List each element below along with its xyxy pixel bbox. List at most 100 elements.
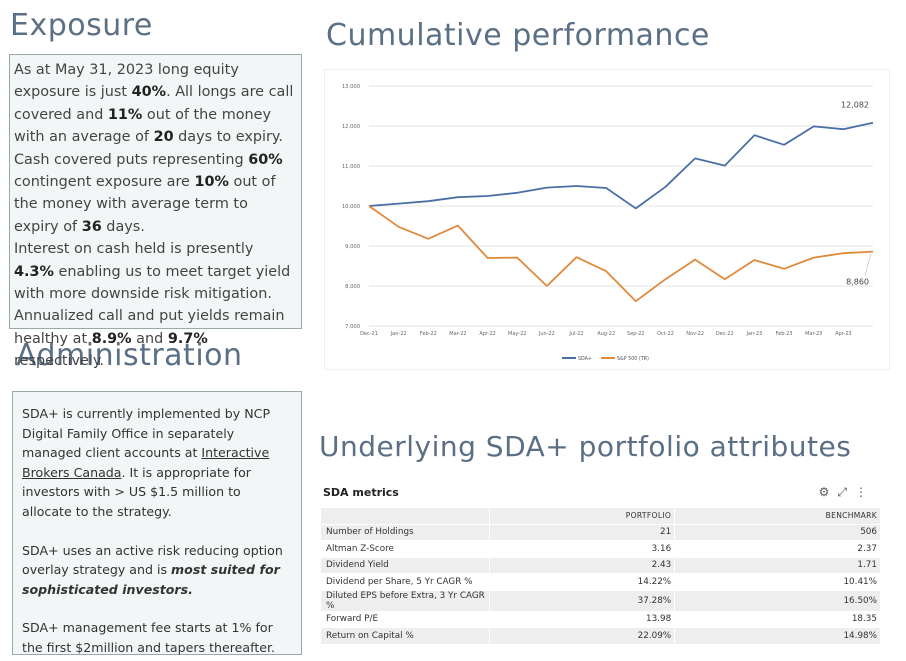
x-tick-label: Jul-22 (568, 331, 583, 337)
metric-portfolio-value: 2.43 (490, 557, 675, 573)
metric-benchmark-value: 2.37 (675, 541, 880, 557)
y-tick-label: 12,000 (342, 124, 360, 130)
exposure-value: 9.7% (167, 330, 208, 347)
x-tick-label: Dec-22 (716, 331, 734, 337)
metrics-header-row: PORTFOLIO BENCHMARK (321, 508, 880, 524)
metric-portfolio-value: 22.09% (490, 628, 675, 644)
cumulative-performance-heading: Cumulative performance (326, 18, 710, 53)
metric-benchmark-value: 506 (675, 524, 880, 540)
legend-label: S&P 500 (TR) (617, 356, 649, 362)
administration-heading: Administration (16, 338, 243, 373)
exposure-text: out of the money with average term to ex… (14, 174, 276, 235)
admin-text: SDA+ management fee starts at 1% for the… (22, 620, 276, 655)
admin-paragraph: SDA+ management fee starts at 1% for the… (22, 618, 293, 657)
table-row: Number of Holdings 21 506 (321, 524, 880, 540)
exposure-value: 40% (131, 84, 167, 101)
admin-emphasis: most suited for sophisticated investors. (22, 562, 280, 597)
x-tick-label: Mar-23 (805, 331, 822, 337)
metric-label: Diluted EPS before Extra, 3 Yr CAGR % (321, 590, 489, 611)
x-tick-label: Jan-23 (745, 331, 762, 337)
gear-icon[interactable]: ⚙ (818, 485, 838, 499)
exposure-text: days to expiry. Cash covered puts repres… (14, 129, 283, 168)
exposure-text: out of the money with an average of (14, 106, 272, 146)
y-tick-label: 9,000 (345, 244, 360, 250)
exposure-heading: Exposure (10, 8, 153, 43)
table-row: Dividend Yield 2.43 1.71 (321, 557, 880, 573)
metric-label: Number of Holdings (321, 524, 489, 540)
y-tick-label: 7,000 (345, 324, 360, 330)
end-value-label: 8,860 (846, 278, 869, 287)
x-tick-label: Oct-22 (657, 331, 674, 337)
table-row: Return on Capital % 22.09% 14.98% (321, 628, 880, 644)
exposure-text: enabling us to meet target yield with mo… (14, 263, 291, 303)
exposure-text: . All longs are call covered and (14, 84, 294, 123)
x-tick-label: Feb-23 (776, 331, 793, 337)
exposure-value: 10% (194, 174, 229, 191)
end-value-label: 12,082 (841, 101, 869, 110)
metrics-header-benchmark: BENCHMARK (675, 508, 880, 524)
admin-text: SDA+ is currently implemented by NCP Dig… (22, 406, 271, 461)
exposure-value: 20 (153, 129, 174, 146)
table-row: Diluted EPS before Extra, 3 Yr CAGR % 37.… (321, 590, 880, 611)
x-tick-label: Jun-22 (538, 331, 555, 337)
more-icon[interactable]: ⋮ (855, 485, 875, 499)
metric-portfolio-value: 37.28% (490, 590, 675, 611)
administration-textbox: SDA+ is currently implemented by NCP Dig… (12, 391, 302, 655)
admin-text: . It is appropriate for investors with >… (22, 464, 251, 519)
x-tick-label: Apr-22 (479, 331, 496, 337)
metric-portfolio-value: 21 (490, 524, 675, 540)
exposure-value: 8.9% (91, 330, 132, 347)
x-tick-label: Apr-23 (835, 331, 852, 337)
metrics-title: SDA metrics (323, 486, 399, 499)
table-row: Dividend per Share, 5 Yr CAGR % 14.22% 10.… (321, 574, 880, 590)
metric-benchmark-value: 16.50% (675, 590, 880, 611)
metric-label: Forward P/E (321, 611, 489, 627)
metric-portfolio-value: 14.22% (490, 574, 675, 590)
metrics-header-empty (321, 508, 489, 524)
series-line-sda-plus (368, 121, 874, 210)
x-tick-label: Mar-22 (449, 331, 466, 337)
series-line-sp500 (368, 205, 874, 303)
expand-icon[interactable]: ⤢ (837, 485, 855, 499)
y-tick-label: 13,000 (342, 84, 360, 90)
x-tick-label: Feb-22 (420, 331, 437, 337)
exposure-text: Interest on cash held is presently (14, 241, 254, 258)
metric-label: Altman Z-Score (321, 541, 489, 557)
admin-paragraph: SDA+ uses an active risk reducing option… (22, 541, 293, 600)
exposure-text: and (131, 330, 168, 347)
x-tick-label: Nov-22 (686, 331, 704, 337)
metrics-header-portfolio: PORTFOLIO (490, 508, 675, 524)
exposure-text: As at May 31, 2023 long equity exposure … (14, 62, 239, 101)
legend-label: SDA+ (578, 356, 592, 362)
metric-portfolio-value: 3.16 (490, 541, 675, 557)
cumulative-performance-chart: 7,000 8,000 9,000 10,000 11,000 12,000 13,000 D… (324, 69, 890, 370)
admin-paragraph: SDA+ is currently implemented by NCP Dig… (22, 404, 293, 522)
admin-text: SDA+ uses an active risk reducing option… (22, 542, 283, 578)
metric-benchmark-value: 1.71 (675, 557, 880, 573)
x-tick-label: May-22 (508, 331, 526, 337)
metric-label: Dividend per Share, 5 Yr CAGR % (321, 574, 489, 590)
sda-metrics-panel: SDA metrics ⚙⤢⋮ PORTFOLIO BENCHMARK Numb… (320, 481, 881, 656)
exposure-text: contingent exposure are (14, 174, 195, 191)
exposure-value: 60% (248, 151, 283, 168)
exposure-textbox: As at May 31, 2023 long equity exposure … (9, 54, 302, 369)
x-tick-label: Sep-22 (627, 331, 645, 337)
table-row: Altman Z-Score 3.16 2.37 (321, 541, 880, 557)
exposure-text: Annualized call and put yields remain he… (14, 308, 285, 347)
exposure-value: 11% (107, 106, 143, 123)
metric-benchmark-value: 18.35 (675, 611, 880, 627)
metric-portfolio-value: 13.98 (490, 611, 675, 627)
line-chart-svg: 7,000 8,000 9,000 10,000 11,000 12,000 13,000 D… (342, 84, 874, 362)
y-tick-label: 10,000 (342, 204, 360, 210)
exposure-text: respectively. (14, 353, 104, 370)
x-tick-label: Jan-22 (390, 331, 407, 337)
portfolio-attributes-heading: Underlying SDA+ portfolio attributes (319, 430, 852, 463)
metric-label: Return on Capital % (321, 628, 489, 644)
end-label-leader (864, 253, 872, 276)
x-tick-label: Dec-21 (360, 331, 378, 337)
y-tick-label: 8,000 (345, 284, 360, 290)
x-tick-label: Aug-22 (597, 331, 615, 337)
interactive-brokers-link[interactable]: Interactive Brokers Canada (22, 445, 270, 480)
metric-benchmark-value: 10.41% (675, 574, 880, 590)
metrics-table: PORTFOLIO BENCHMARK Number of Holdings 21… (320, 507, 881, 645)
